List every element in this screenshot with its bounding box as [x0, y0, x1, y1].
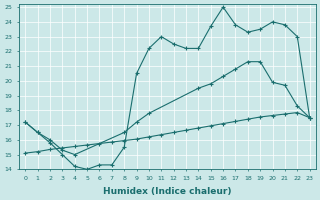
X-axis label: Humidex (Indice chaleur): Humidex (Indice chaleur) [103, 187, 232, 196]
